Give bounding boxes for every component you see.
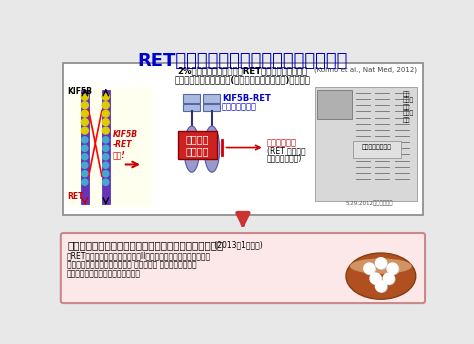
FancyBboxPatch shape xyxy=(203,105,220,110)
FancyBboxPatch shape xyxy=(315,87,417,202)
Text: 「RET融合陽性肺がんに対する第II相バンデタニブ医師主導治験」: 「RET融合陽性肺がんに対する第II相バンデタニブ医師主導治験」 xyxy=(67,251,211,260)
Text: KIF5B
-RET
融合!: KIF5B -RET 融合! xyxy=(112,130,137,160)
Circle shape xyxy=(383,273,394,284)
Circle shape xyxy=(102,93,109,100)
Ellipse shape xyxy=(350,258,412,274)
Text: 薬剤無償提供：アストラゼネカ社: 薬剤無償提供：アストラゼネカ社 xyxy=(67,269,141,278)
Circle shape xyxy=(103,171,109,177)
Circle shape xyxy=(376,258,387,269)
Circle shape xyxy=(103,179,109,185)
Circle shape xyxy=(387,263,398,274)
Circle shape xyxy=(388,264,399,275)
Circle shape xyxy=(82,93,88,100)
Circle shape xyxy=(365,264,375,275)
Circle shape xyxy=(384,274,395,284)
Text: バンデタニブの治療効果を明らかにするための臨床試験: バンデタニブの治療効果を明らかにするための臨床試験 xyxy=(67,240,223,250)
Circle shape xyxy=(82,179,88,185)
Circle shape xyxy=(82,162,88,168)
FancyBboxPatch shape xyxy=(102,90,109,204)
Text: 2%の肺腺がんに存在するRET融合遺伝子を発見。: 2%の肺腺がんに存在するRET融合遺伝子を発見。 xyxy=(178,67,308,76)
Circle shape xyxy=(375,258,386,268)
Circle shape xyxy=(102,110,109,117)
Circle shape xyxy=(370,273,381,284)
Text: 既存薬で治験開始: 既存薬で治験開始 xyxy=(362,145,392,150)
Circle shape xyxy=(102,102,109,109)
Circle shape xyxy=(376,281,387,292)
Ellipse shape xyxy=(184,126,200,172)
Text: RET融合遺伝子を標的とした肺がん治療: RET融合遺伝子を標的とした肺がん治療 xyxy=(138,52,348,70)
Text: KIF5B: KIF5B xyxy=(67,87,92,96)
Text: KIF5B-RET: KIF5B-RET xyxy=(222,94,271,103)
Circle shape xyxy=(102,119,109,126)
FancyBboxPatch shape xyxy=(317,90,352,119)
Text: がん
治療、
融合
遺伝子
に的: がん 治療、 融合 遺伝子 に的 xyxy=(402,91,414,123)
Text: キナーゼ阻害剤): キナーゼ阻害剤) xyxy=(267,153,302,162)
Circle shape xyxy=(103,145,109,151)
Text: 国立がん研究センター東病院 呼吸器内科 後藤功一グループ: 国立がん研究センター東病院 呼吸器内科 後藤功一グループ xyxy=(67,261,197,270)
FancyBboxPatch shape xyxy=(67,87,152,207)
Ellipse shape xyxy=(204,126,219,172)
FancyBboxPatch shape xyxy=(61,233,425,303)
Text: (Kohno et al., Nat Med, 2012): (Kohno et al., Nat Med, 2012) xyxy=(314,67,417,73)
Circle shape xyxy=(371,274,382,284)
FancyBboxPatch shape xyxy=(81,90,89,204)
Circle shape xyxy=(103,154,109,160)
Circle shape xyxy=(82,119,88,126)
FancyBboxPatch shape xyxy=(63,63,423,215)
Circle shape xyxy=(102,127,109,134)
Text: チロシン
キナーゼ: チロシン キナーゼ xyxy=(185,135,209,156)
Circle shape xyxy=(82,137,88,143)
Text: 5.29.2012日本経済新聞: 5.29.2012日本経済新聞 xyxy=(346,201,393,206)
FancyBboxPatch shape xyxy=(353,141,401,158)
Circle shape xyxy=(103,137,109,143)
Circle shape xyxy=(82,127,88,134)
Text: がん化能はバンデタニブ(米国甲状腺がん治療薬)で抑制。: がん化能はバンデタニブ(米国甲状腺がん治療薬)で抑制。 xyxy=(175,75,311,84)
FancyBboxPatch shape xyxy=(183,105,201,110)
Circle shape xyxy=(364,263,374,274)
Text: 融合タンパク質: 融合タンパク質 xyxy=(222,102,257,111)
Circle shape xyxy=(82,154,88,160)
Text: (RET チロシン: (RET チロシン xyxy=(267,146,306,155)
FancyBboxPatch shape xyxy=(178,131,217,159)
Text: RET: RET xyxy=(67,192,83,201)
Circle shape xyxy=(103,162,109,168)
FancyBboxPatch shape xyxy=(183,94,201,103)
Circle shape xyxy=(82,171,88,177)
Circle shape xyxy=(82,102,88,109)
Circle shape xyxy=(82,110,88,117)
Circle shape xyxy=(82,145,88,151)
Ellipse shape xyxy=(346,253,416,299)
Circle shape xyxy=(375,281,386,291)
Text: バンデタニブ: バンデタニブ xyxy=(267,138,297,147)
FancyBboxPatch shape xyxy=(203,94,220,103)
Text: (2013年1月開始): (2013年1月開始) xyxy=(67,240,263,249)
